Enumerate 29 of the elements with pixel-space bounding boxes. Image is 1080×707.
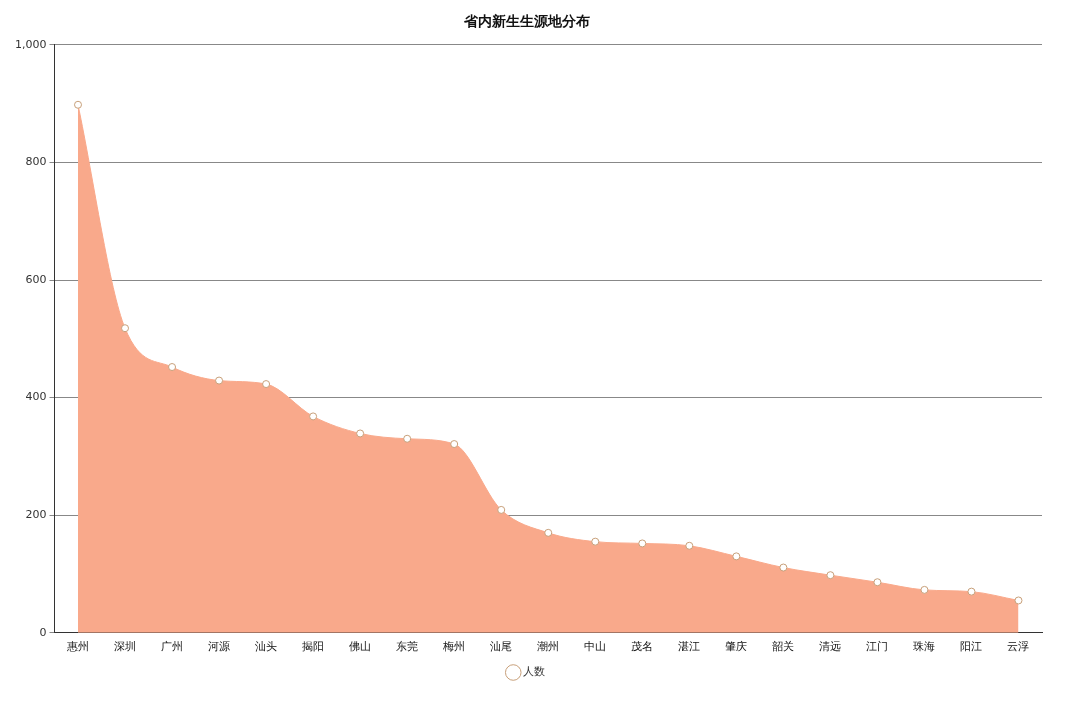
x-tick-label: 江门 xyxy=(866,640,889,654)
x-tick-label: 汕头 xyxy=(255,640,278,654)
x-tick-label: 河源 xyxy=(208,640,231,654)
x-tick-label: 湛江 xyxy=(678,640,701,654)
y-tick-label: 1,000 xyxy=(14,37,47,51)
x-tick-label: 汕尾 xyxy=(490,640,513,654)
x-tick-label: 佛山 xyxy=(349,640,372,654)
y-tick-label: 800 xyxy=(25,155,47,169)
legend-label: 人数 xyxy=(522,665,545,679)
chart-title: 省内新生生源地分布 xyxy=(463,13,590,30)
x-tick-label: 揭阳 xyxy=(302,640,325,654)
x-tick-label: 清远 xyxy=(819,640,842,654)
x-tick-label: 深圳 xyxy=(114,640,137,654)
x-tick-label: 阳江 xyxy=(960,640,983,654)
x-tick-label: 云浮 xyxy=(1007,640,1030,654)
x-tick-label: 广州 xyxy=(161,640,184,654)
x-tick-label: 茂名 xyxy=(631,640,654,654)
x-tick-label: 珠海 xyxy=(913,640,936,654)
x-tick-label: 梅州 xyxy=(442,640,466,654)
x-tick-label: 韶关 xyxy=(772,640,795,654)
x-tick-label: 中山 xyxy=(584,640,607,654)
x-tick-label: 潮州 xyxy=(537,640,560,654)
x-tick-label: 惠州 xyxy=(66,640,89,654)
y-tick-label: 200 xyxy=(25,508,47,522)
x-tick-label: 东莞 xyxy=(396,640,419,654)
x-tick-label: 肇庆 xyxy=(725,640,748,654)
y-tick-label: 600 xyxy=(25,272,47,286)
y-tick-label: 400 xyxy=(25,390,47,404)
y-tick-label: 0 xyxy=(39,625,47,639)
